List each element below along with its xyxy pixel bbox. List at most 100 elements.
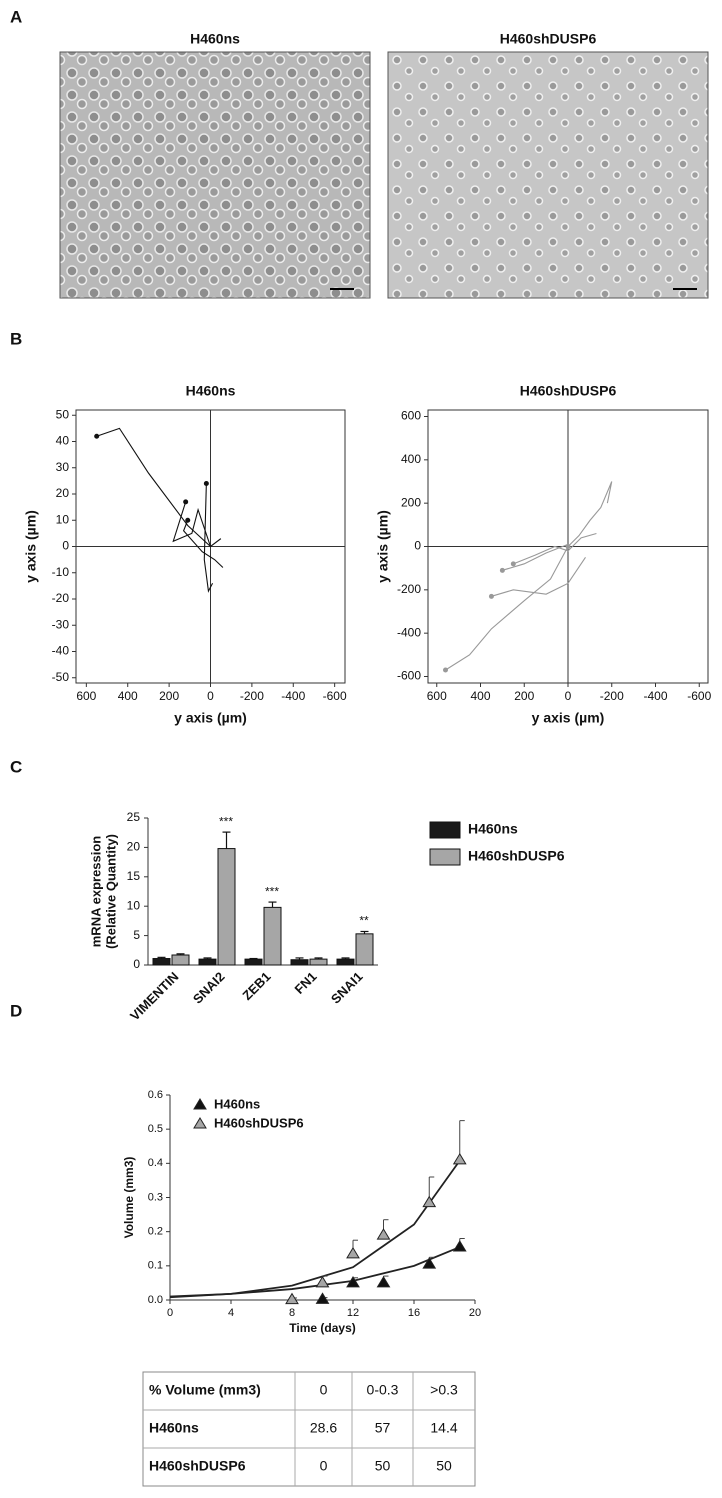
table-cell: 0 bbox=[320, 1458, 328, 1474]
x-tick-label: 200 bbox=[159, 689, 179, 703]
x-tick-label: SNAI1 bbox=[328, 969, 366, 1007]
y-tick-label: 25 bbox=[127, 810, 141, 824]
track bbox=[513, 532, 597, 565]
legend-label: H460shDUSP6 bbox=[468, 848, 565, 864]
data-point bbox=[315, 1292, 330, 1304]
y-tick-label: 20 bbox=[56, 486, 70, 500]
image-title: H460ns bbox=[190, 31, 240, 47]
bar bbox=[355, 933, 374, 966]
bar bbox=[290, 959, 309, 966]
track-start bbox=[488, 593, 494, 599]
legend-marker bbox=[193, 1098, 207, 1110]
bar bbox=[217, 848, 236, 966]
x-tick-label: 0 bbox=[565, 689, 572, 703]
y-tick-label: 0 bbox=[414, 539, 421, 553]
track bbox=[203, 483, 214, 593]
data-point bbox=[422, 1257, 437, 1269]
y-axis-label: mRNA expression bbox=[88, 836, 103, 948]
y-tick-label: 5 bbox=[133, 928, 140, 942]
bar bbox=[152, 958, 171, 966]
x-tick-label: -400 bbox=[643, 689, 667, 703]
data-point bbox=[452, 1240, 467, 1252]
bar bbox=[263, 906, 282, 966]
x-tick-label: 12 bbox=[347, 1307, 359, 1319]
y-tick-label: -50 bbox=[52, 670, 70, 684]
y-tick-label: -400 bbox=[397, 625, 421, 639]
x-tick-label: 600 bbox=[76, 689, 96, 703]
x-axis-label: Time (days) bbox=[289, 1321, 355, 1335]
track-start bbox=[94, 433, 100, 439]
data-point bbox=[346, 1246, 360, 1259]
x-tick-label: VIMENTIN bbox=[127, 969, 182, 1024]
table-cell: 0-0.3 bbox=[367, 1382, 399, 1398]
x-tick-label: 600 bbox=[427, 689, 447, 703]
table-cell: >0.3 bbox=[430, 1382, 458, 1398]
track bbox=[445, 546, 569, 671]
y-tick-label: 30 bbox=[56, 460, 70, 474]
track-start bbox=[499, 567, 505, 573]
legend-swatch bbox=[429, 821, 461, 839]
track-start bbox=[183, 499, 189, 505]
legend-label: H460ns bbox=[468, 821, 518, 837]
track bbox=[182, 520, 224, 568]
y-tick-label: 200 bbox=[401, 495, 421, 509]
table-cell: 57 bbox=[375, 1420, 391, 1436]
x-tick-label: -200 bbox=[240, 689, 264, 703]
x-tick-label: -200 bbox=[600, 689, 624, 703]
y-tick-label: -200 bbox=[397, 582, 421, 596]
fit-curve bbox=[169, 1246, 461, 1298]
y-tick-label: 20 bbox=[127, 840, 141, 854]
legend-label: H460shDUSP6 bbox=[214, 1115, 304, 1130]
y-tick-label: -10 bbox=[52, 565, 70, 579]
image-title: H460shDUSP6 bbox=[500, 31, 597, 47]
x-tick-label: ZEB1 bbox=[239, 969, 273, 1003]
significance-label: *** bbox=[219, 814, 233, 828]
y-tick-label: 15 bbox=[127, 869, 141, 883]
track bbox=[491, 557, 586, 597]
bar bbox=[309, 958, 328, 966]
chart-title: H460shDUSP6 bbox=[520, 383, 617, 399]
x-tick-label: SNAI2 bbox=[190, 969, 228, 1007]
chart-title: H460ns bbox=[186, 383, 236, 399]
y-axis-label: (Relative Quantity) bbox=[103, 834, 118, 949]
x-tick-label: -600 bbox=[323, 689, 347, 703]
y-tick-label: 600 bbox=[401, 409, 421, 423]
x-tick-label: 4 bbox=[228, 1307, 234, 1319]
y-tick-label: -30 bbox=[52, 617, 70, 631]
x-axis-label: y axis (µm) bbox=[532, 710, 605, 726]
track-start bbox=[510, 561, 516, 567]
micrograph bbox=[387, 51, 709, 299]
table-cell: 14.4 bbox=[430, 1420, 457, 1436]
table-cell: H460ns bbox=[149, 1420, 199, 1436]
track bbox=[567, 481, 613, 547]
x-tick-label: 0 bbox=[207, 689, 214, 703]
y-tick-label: 50 bbox=[56, 407, 70, 421]
x-tick-label: -400 bbox=[281, 689, 305, 703]
panel-label: A bbox=[10, 7, 22, 26]
x-tick-label: 20 bbox=[469, 1307, 481, 1319]
x-tick-label: 0 bbox=[167, 1307, 173, 1319]
track-start bbox=[203, 481, 209, 486]
fit-curve bbox=[169, 1160, 461, 1299]
data-point bbox=[346, 1275, 360, 1288]
bar bbox=[336, 958, 355, 966]
track bbox=[502, 543, 569, 571]
x-axis-label: y axis (µm) bbox=[174, 710, 247, 726]
bar bbox=[198, 958, 217, 966]
y-tick-label: 0.6 bbox=[148, 1089, 163, 1101]
y-tick-label: 40 bbox=[56, 434, 70, 448]
data-point bbox=[452, 1152, 467, 1165]
x-tick-label: 200 bbox=[514, 689, 534, 703]
significance-label: ** bbox=[359, 914, 369, 928]
y-tick-label: 10 bbox=[127, 898, 141, 912]
y-tick-label: 0.3 bbox=[148, 1191, 163, 1203]
significance-label: *** bbox=[265, 884, 279, 898]
y-tick-label: -600 bbox=[397, 669, 421, 683]
table-cell: 50 bbox=[375, 1458, 391, 1474]
legend-label: H460ns bbox=[214, 1096, 260, 1111]
legend-swatch bbox=[429, 848, 461, 866]
x-tick-label: 8 bbox=[289, 1307, 295, 1319]
y-tick-label: 0.0 bbox=[148, 1294, 163, 1306]
table-cell: 28.6 bbox=[310, 1420, 337, 1436]
